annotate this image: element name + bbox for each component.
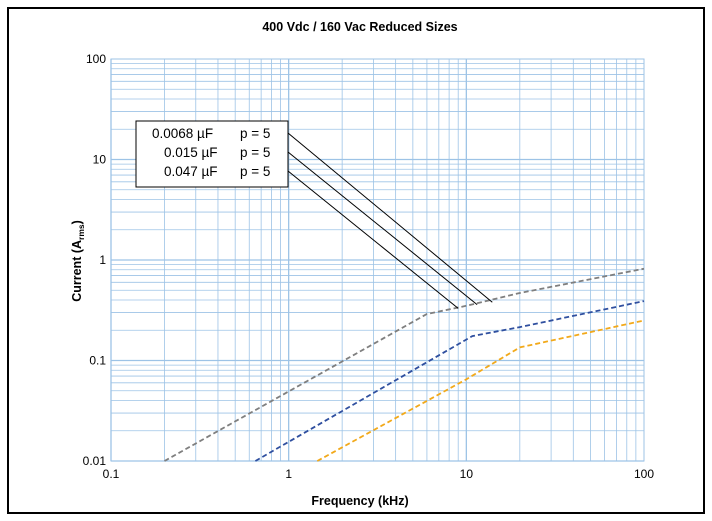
legend-cap-1: 0.0068 µF [152,126,213,141]
y-tick-label: 0.1 [89,354,106,368]
leader-line-1 [287,132,493,303]
x-tick-label: 100 [634,467,654,481]
y-axis-title-sub: rms [76,224,86,240]
x-axis-title: Frequency (kHz) [311,494,408,508]
legend-p-2: p = 5 [240,145,270,160]
leader-line-3 [287,170,459,309]
chart-title: 400 Vdc / 160 Vac Reduced Sizes [262,20,457,34]
x-tick-label: 10 [460,467,474,481]
legend-p-1: p = 5 [240,126,270,141]
legend-p-3: p = 5 [240,164,270,179]
plot-area-border [110,58,645,462]
series-line-1 [164,267,645,462]
series-line-2 [254,300,645,462]
legend-cap-2: 0.015 µF [164,145,218,160]
legend: 0.0068 µF p = 5 0.015 µF p = 5 0.047 µF … [135,120,289,188]
x-tick-label: 0.1 [103,467,120,481]
y-axis-title-end: ) [70,220,84,224]
x-tick-label: 1 [285,467,292,481]
chart-frame: 400 Vdc / 160 Vac Reduced Sizes 0.1 1 10 10… [7,7,705,514]
series-line-3 [316,319,645,462]
series-layer [164,267,645,462]
y-tick-label: 10 [93,153,107,167]
y-tick-label: 1 [99,253,106,267]
y-tick-label: 0.01 [83,454,107,468]
y-axis-title-main: Current (A [70,240,84,302]
legend-cap-3: 0.047 µF [164,164,218,179]
y-tick-label: 100 [86,52,106,66]
leader-line-2 [287,151,478,305]
chart-svg: 400 Vdc / 160 Vac Reduced Sizes 0.1 1 10 10… [9,9,703,512]
y-axis-title: Current (Arms) [70,220,86,302]
legend-leader-lines [287,132,493,309]
legend-box [135,120,289,188]
